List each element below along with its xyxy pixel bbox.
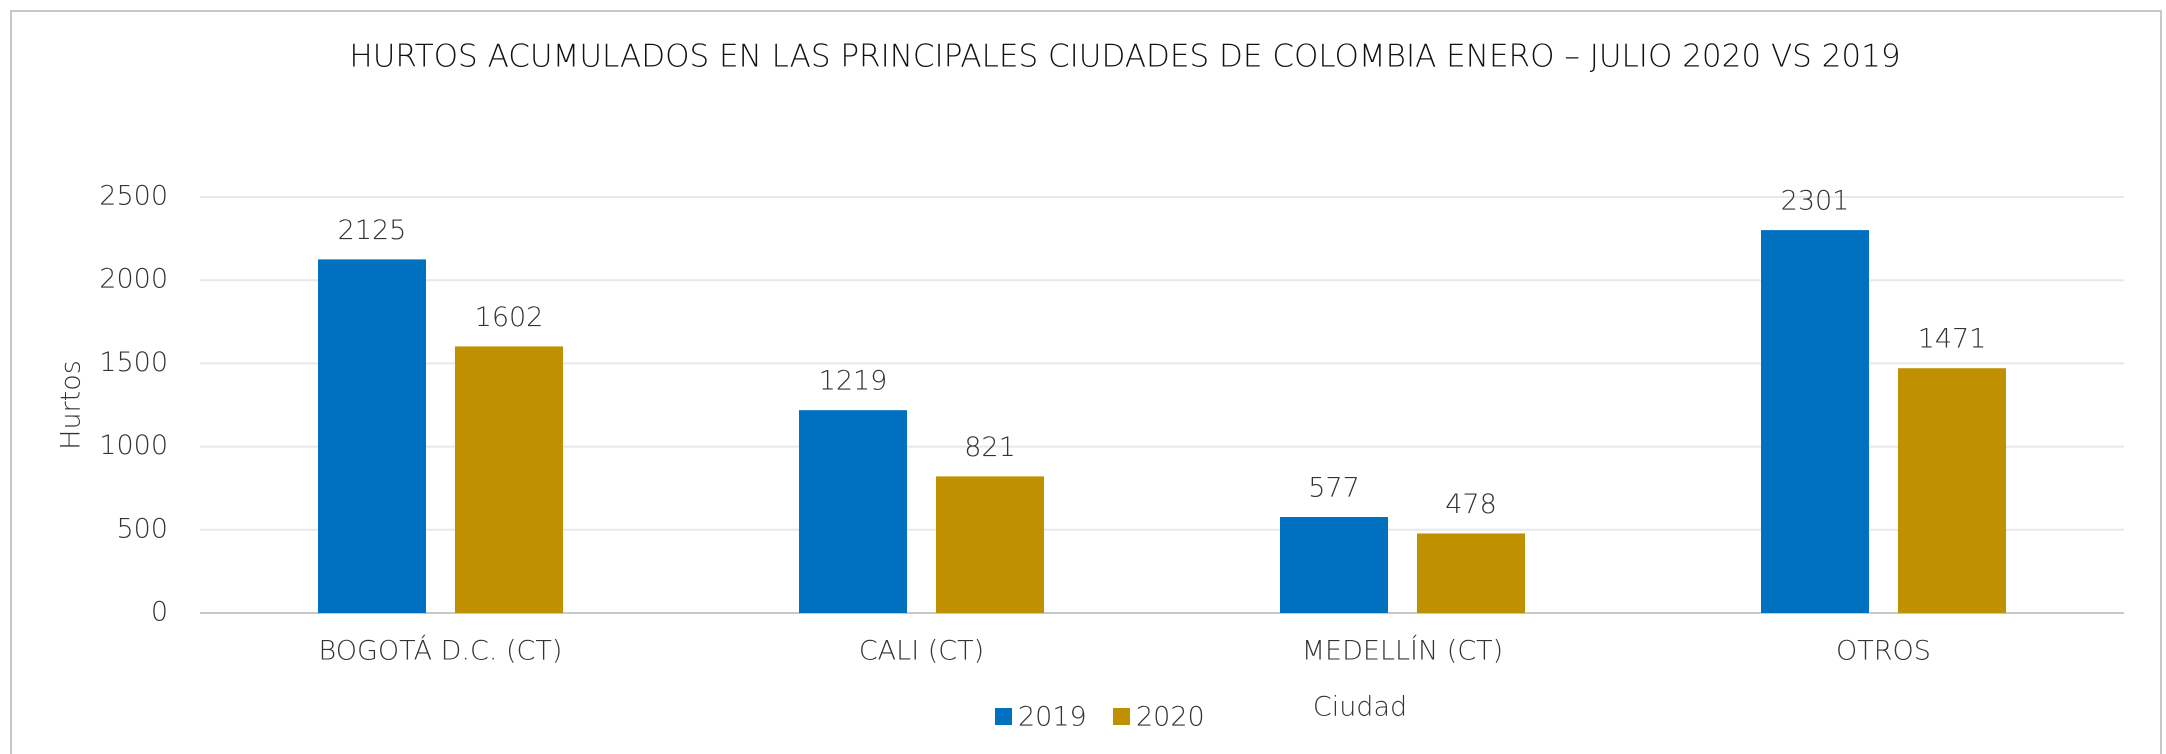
x-axis-label: Ciudad	[1313, 692, 1407, 723]
bar	[799, 410, 907, 613]
legend-label: 2019	[1018, 702, 1087, 733]
data-label: 2125	[338, 215, 407, 246]
y-tick-label: 500	[116, 513, 168, 544]
y-axis-label: Hurtos	[56, 360, 87, 450]
data-label: 1471	[1918, 324, 1987, 355]
data-label: 1219	[819, 366, 888, 397]
bar	[1280, 516, 1388, 613]
x-tick-label: BOGOTÁ D.C. (CT)	[319, 635, 563, 667]
data-label: 1602	[475, 302, 544, 333]
y-tick-label: 2500	[99, 181, 168, 212]
bar	[1761, 230, 1869, 614]
legend-swatch	[995, 708, 1012, 725]
y-tick-label: 1500	[99, 347, 168, 378]
bar	[1417, 533, 1525, 613]
bar	[455, 346, 563, 613]
x-tick-label: CALI (CT)	[859, 636, 984, 667]
y-tick-label: 1000	[99, 430, 168, 461]
x-tick-label: OTROS	[1836, 636, 1931, 667]
data-label: 478	[1445, 489, 1497, 520]
data-label: 821	[964, 432, 1016, 463]
legend-label: 2020	[1136, 702, 1205, 733]
chart-title: HURTOS ACUMULADOS EN LAS PRINCIPALES CIU…	[349, 39, 1900, 75]
bar	[318, 259, 426, 613]
data-label: 577	[1308, 472, 1360, 503]
y-tick-label: 0	[151, 597, 168, 628]
legend-swatch	[1113, 708, 1130, 725]
bar	[1898, 368, 2006, 613]
y-tick-label: 2000	[99, 264, 168, 295]
data-label: 2301	[1781, 186, 1850, 217]
bar	[936, 476, 1044, 613]
x-tick-label: MEDELLÍN (CT)	[1302, 635, 1503, 667]
